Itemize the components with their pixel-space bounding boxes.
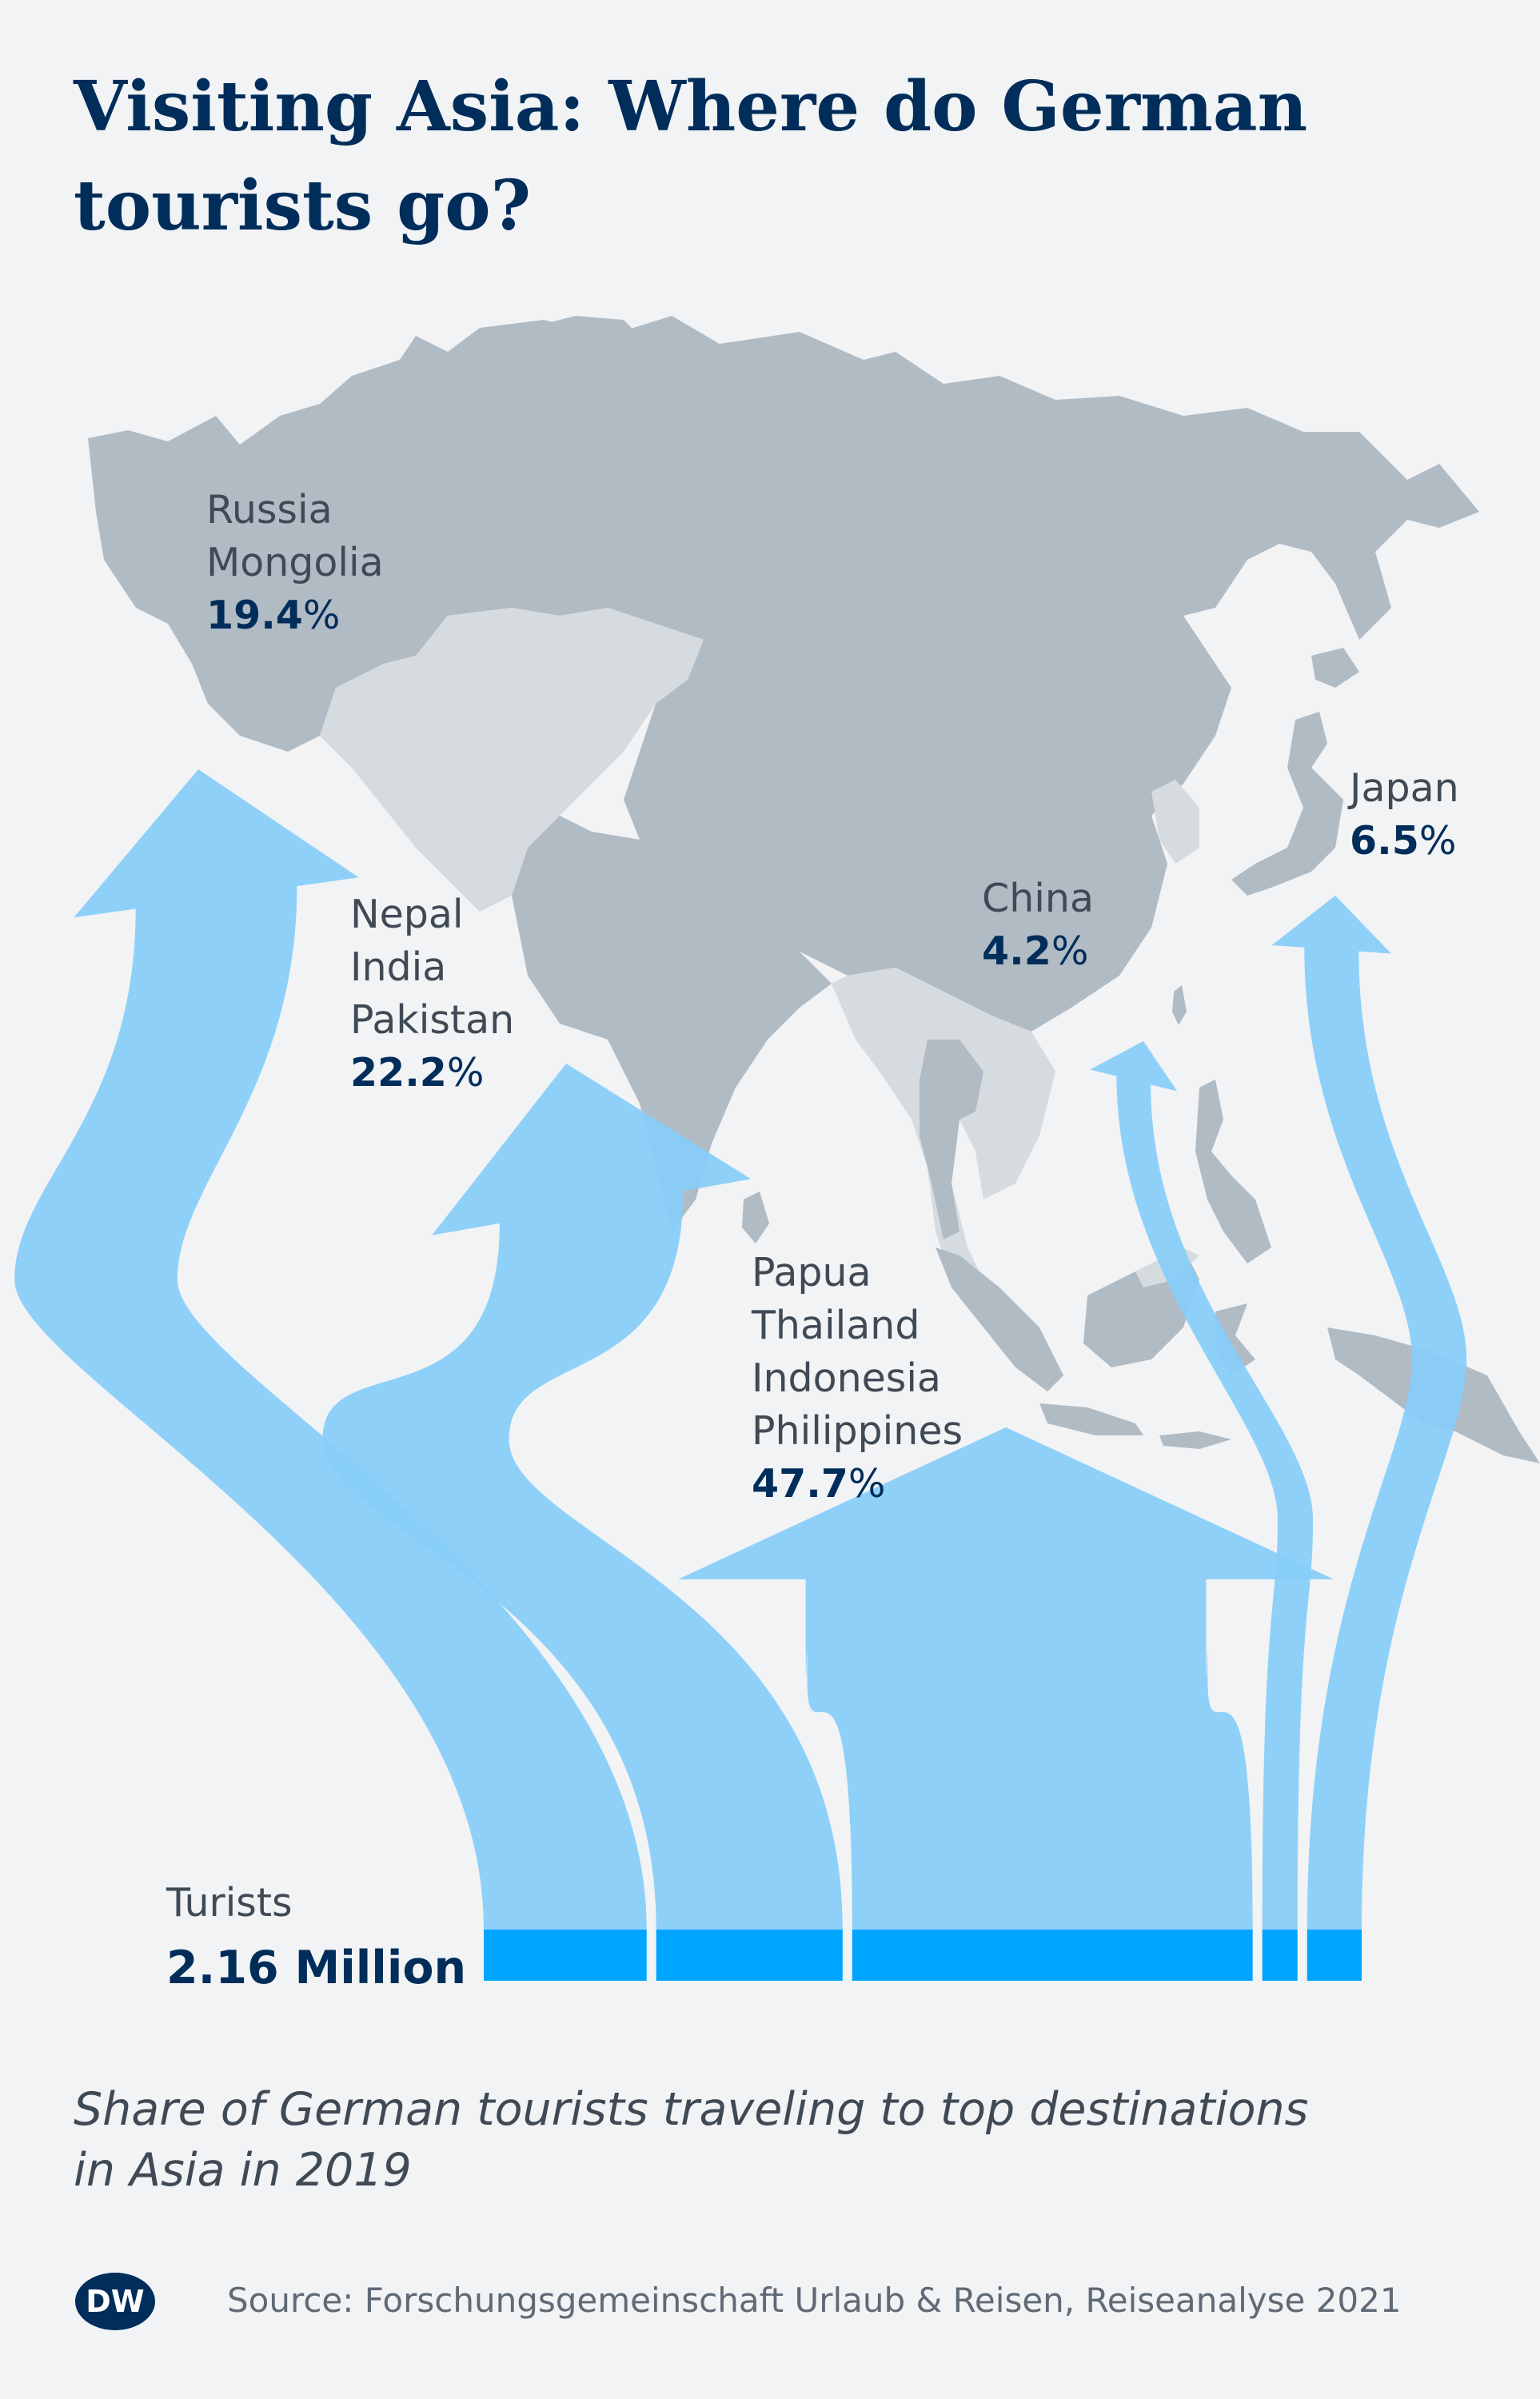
base-segment-southeast (852, 1930, 1253, 1981)
dest-label-india-2: Pakistan (350, 997, 514, 1043)
dest-label-southeast-3: Philippines (752, 1408, 963, 1454)
dest-share-russia: 19.4% (206, 593, 340, 638)
footer: DW Source: Forschungsgemeinschaft Urlaub… (74, 2271, 1481, 2338)
flow-arrow-japan (1271, 896, 1467, 1930)
dest-label-japan-0: Japan (1347, 765, 1459, 811)
map-philippines (1195, 1080, 1271, 1263)
asia-map (88, 316, 1540, 1463)
dest-label-southeast-1: Thailand (751, 1303, 920, 1348)
dest-label-southeast-0: Papua (752, 1250, 872, 1295)
flow-arrows (14, 769, 1467, 1981)
dest-label-russia-1: Mongolia (206, 540, 384, 585)
base-segment-china (1262, 1930, 1298, 1981)
map-japan (1231, 712, 1343, 896)
map-india (512, 816, 832, 1231)
dest-share-china: 4.2% (982, 928, 1088, 974)
dest-share-india: 22.2% (350, 1050, 484, 1096)
dest-label-southeast-2: Indonesia (752, 1355, 941, 1401)
dest-share-japan: 6.5% (1350, 818, 1456, 864)
flow-map-chart: Russia Mongolia 19.4% Nepal India Pakistan 22.… (14, 316, 1540, 1994)
map-sumatra (936, 1247, 1063, 1391)
map-lesser-sunda (1159, 1431, 1231, 1449)
map-china (624, 592, 1231, 1032)
page-title: Visiting Asia: Where do German tourists … (74, 58, 1433, 256)
dest-share-southeast: 47.7% (752, 1461, 885, 1507)
subtitle-line-1: Share of German tourists traveling to to… (74, 2083, 1309, 2136)
map-taiwan (1172, 985, 1187, 1025)
flow-arrow-southeast (677, 1427, 1335, 1930)
dest-label-india-1: India (350, 944, 446, 990)
title-line-2: tourists go? (74, 166, 531, 246)
map-sri-lanka (742, 1192, 769, 1243)
flow-arrow-russia (14, 769, 647, 1930)
dw-logo: DW (75, 2273, 155, 2330)
flow-arrow-china (1090, 1041, 1314, 1930)
destination-labels: Russia Mongolia 19.4% Nepal India Pakistan 22.… (206, 487, 1459, 1507)
dest-label-russia-0: Russia (206, 487, 333, 533)
dw-logo-text: DW (86, 2284, 144, 2319)
chart-subtitle: Share of German tourists traveling to to… (74, 2079, 1433, 2201)
map-russia-island (544, 316, 640, 342)
title-line-1: Visiting Asia: Where do German (74, 66, 1308, 147)
dest-label-india-0: Nepal (350, 892, 464, 937)
base-segment-russia (484, 1930, 647, 1981)
map-java (1039, 1403, 1143, 1435)
base-segment-india (656, 1930, 843, 1981)
subtitle-line-2: in Asia in 2019 (74, 2144, 412, 2197)
total-value: 2.16 Million (166, 1942, 466, 1994)
map-central-asia (320, 608, 704, 912)
map-thailand (920, 1040, 983, 1239)
map-korea (1151, 780, 1199, 864)
source-note: Source: Forschungsgemeinschaft Urlaub & … (227, 2281, 1402, 2320)
map-hokkaido (1311, 648, 1359, 688)
flow-arrow-india (322, 1064, 843, 1930)
total-caption: Turists (166, 1880, 293, 1926)
base-segment-japan (1307, 1930, 1362, 1981)
dest-label-china-0: China (982, 876, 1094, 921)
map-russia (88, 316, 1479, 752)
